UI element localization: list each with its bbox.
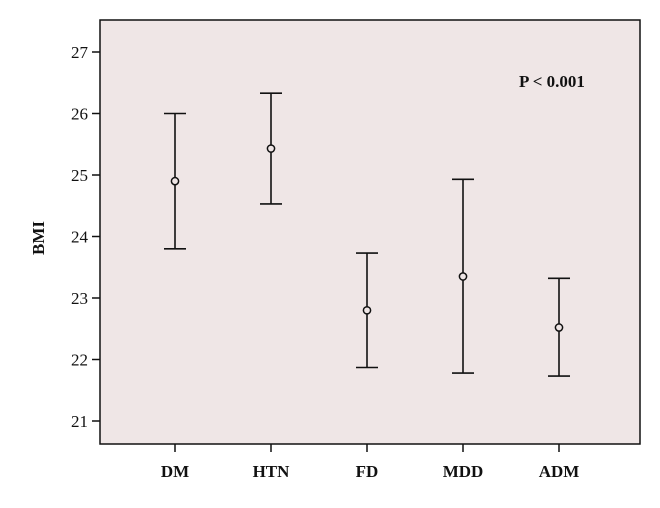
- y-tick-label: 24: [71, 228, 89, 247]
- mean-point: [554, 323, 564, 332]
- y-tick-label: 25: [71, 166, 88, 185]
- y-axis-title: BMI: [29, 221, 48, 255]
- y-tick-label: 27: [71, 43, 89, 62]
- plot-area: [99, 19, 641, 445]
- mean-point: [458, 272, 468, 281]
- error-bar: [452, 178, 474, 374]
- mean-point: [170, 176, 180, 186]
- y-tick-label: 23: [71, 289, 88, 308]
- x-tick-label: DM: [161, 462, 189, 481]
- x-tick-label: MDD: [443, 462, 484, 481]
- x-axis: DM HTN FD MDD ADM: [161, 444, 579, 481]
- y-axis: 21 22 23 24 25 26 27: [71, 43, 100, 431]
- x-tick-label: FD: [356, 462, 379, 481]
- mean-point: [362, 305, 372, 315]
- y-tick-label: 22: [71, 351, 88, 370]
- x-tick-label: ADM: [539, 462, 580, 481]
- mean-point: [266, 144, 276, 153]
- error-bar: [260, 92, 282, 205]
- error-bars: [164, 92, 570, 377]
- y-tick-label: 21: [71, 412, 88, 431]
- error-bar: [548, 277, 570, 377]
- p-value-annotation: P < 0.001: [519, 72, 585, 91]
- x-tick-label: HTN: [253, 462, 291, 481]
- error-bar: [356, 252, 378, 369]
- error-bar: [164, 112, 186, 250]
- y-tick-label: 26: [71, 105, 88, 124]
